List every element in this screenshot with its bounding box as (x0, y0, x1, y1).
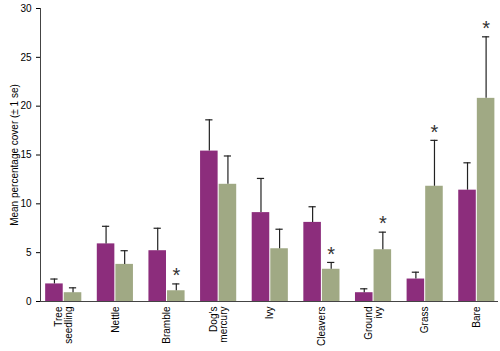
svg-text:Treeseedling: Treeseedling (53, 306, 74, 344)
svg-text:Dog’smercury: Dog’smercury (208, 307, 229, 343)
svg-text:*: * (482, 17, 490, 39)
svg-text:10: 10 (20, 198, 32, 209)
svg-text:*: * (431, 121, 439, 143)
svg-text:*: * (327, 243, 335, 265)
svg-text:*: * (379, 212, 387, 234)
svg-text:Nettle: Nettle (110, 306, 121, 333)
svg-text:5: 5 (26, 247, 32, 258)
svg-text:Bramble: Bramble (161, 306, 172, 344)
svg-text:*: * (172, 264, 180, 286)
svg-text:Bare: Bare (471, 306, 482, 328)
svg-text:Groundivy: Groundivy (363, 307, 384, 340)
svg-text:20: 20 (20, 100, 32, 111)
svg-text:30: 30 (20, 3, 32, 14)
svg-text:25: 25 (20, 52, 32, 63)
svg-text:Grass: Grass (419, 307, 430, 334)
svg-text:Ivy: Ivy (264, 307, 275, 320)
svg-text:0: 0 (26, 296, 32, 307)
svg-text:Mean percentage cover (± 1 se): Mean percentage cover (± 1 se) (9, 84, 20, 226)
svg-text:15: 15 (20, 149, 32, 160)
svg-text:Cleavers: Cleavers (316, 307, 327, 346)
